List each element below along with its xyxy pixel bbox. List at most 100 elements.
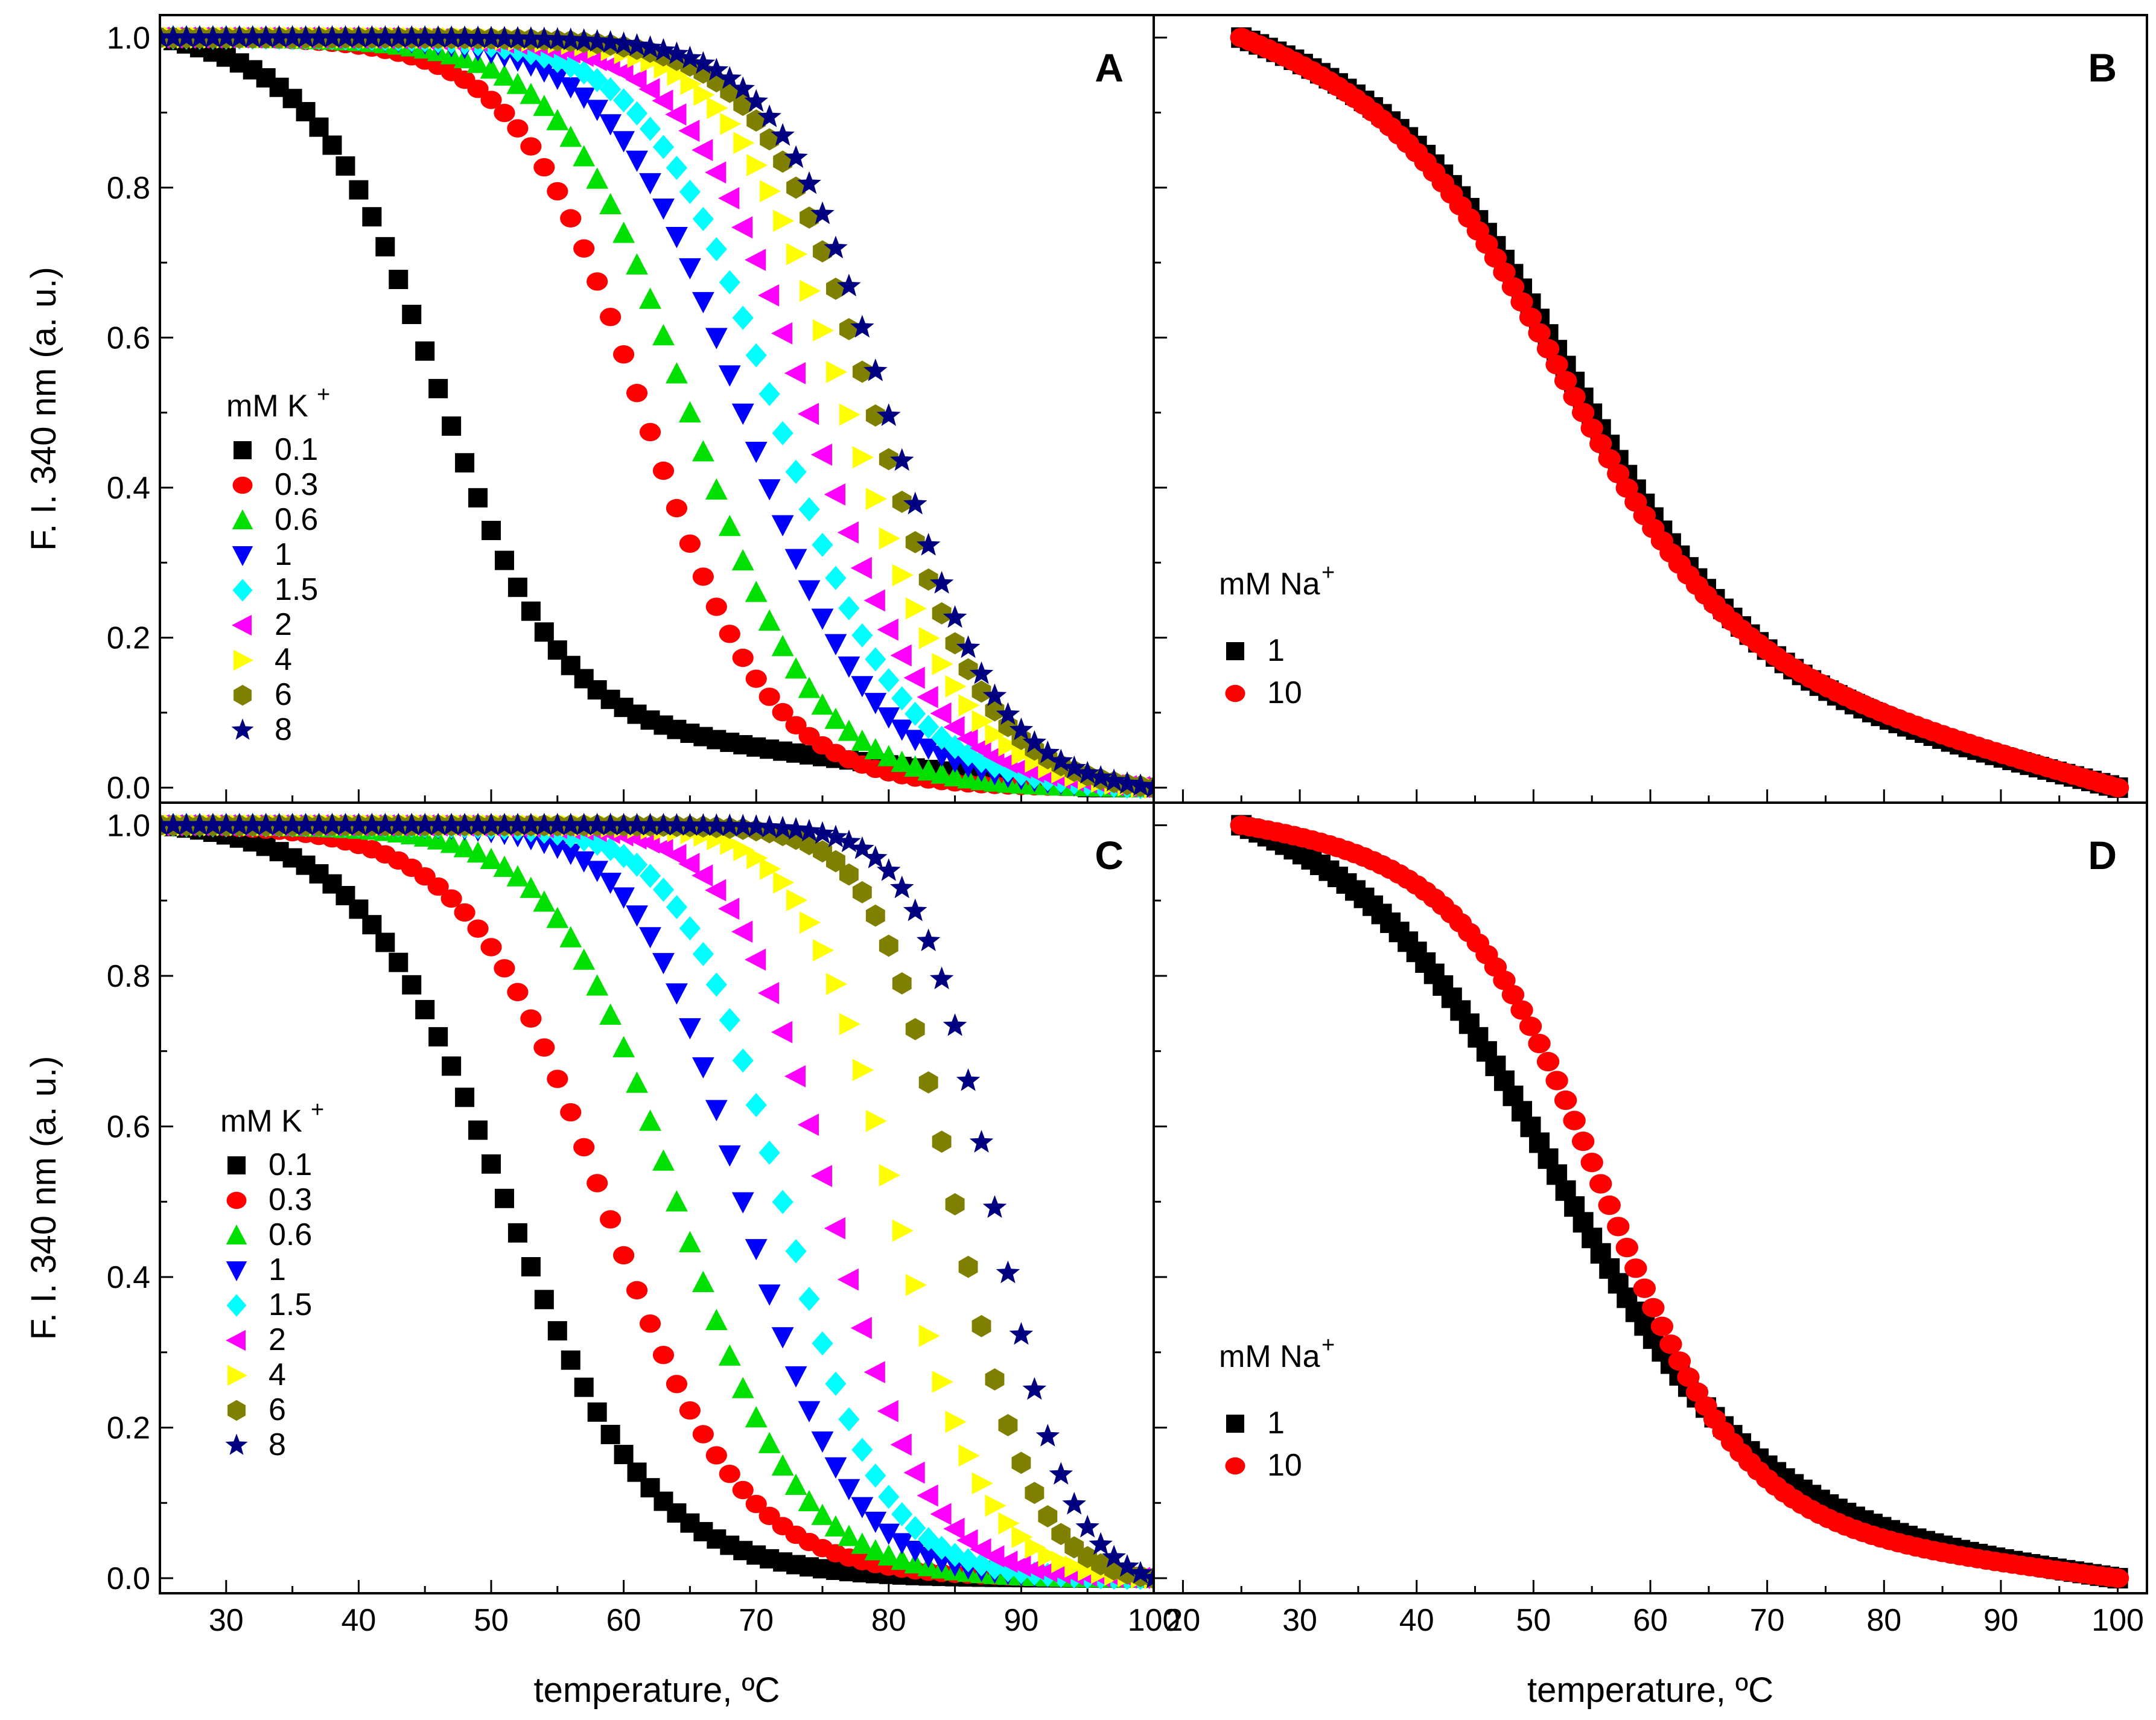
x-tick-label: 100: [1128, 1603, 1180, 1638]
data-point: [679, 1018, 701, 1040]
data-point: [705, 328, 728, 349]
data-point: [971, 1314, 991, 1337]
data-point: [506, 26, 530, 49]
data-point: [519, 812, 543, 836]
data-point: [480, 91, 502, 109]
data-point: [586, 974, 609, 996]
data-point: [651, 37, 676, 61]
data-point: [850, 314, 874, 338]
data-point: [599, 114, 622, 136]
data-point: [560, 1103, 582, 1122]
legend-label: 8: [269, 1427, 286, 1462]
data-point: [678, 853, 700, 875]
data-point: [852, 1059, 874, 1081]
data-point: [1571, 1131, 1595, 1151]
data-point: [877, 745, 900, 766]
data-point: [280, 25, 305, 48]
legend-label: 0.1: [269, 1147, 312, 1182]
data-point: [1128, 1561, 1153, 1584]
data-point: [507, 38, 529, 63]
data-point: [918, 626, 940, 649]
data-point: [746, 154, 768, 177]
data-point: [558, 27, 583, 51]
data-point: [718, 187, 740, 209]
data-point: [1049, 748, 1073, 772]
data-point: [639, 927, 661, 949]
data-point: [1563, 387, 1586, 407]
x-tick-label: 20: [1165, 1603, 1200, 1638]
y-tick-label: 1.0: [107, 808, 150, 843]
data-point: [852, 881, 872, 903]
data-point: [865, 904, 885, 927]
data-point: [945, 1193, 965, 1215]
data-point: [692, 139, 713, 162]
data-point: [666, 498, 688, 518]
data-point: [613, 1246, 635, 1265]
data-point: [772, 421, 793, 445]
data-point: [692, 864, 713, 887]
data-point: [625, 812, 649, 836]
data-point: [810, 821, 835, 844]
data-point: [415, 341, 435, 361]
data-point: [943, 1013, 967, 1036]
legend-marker: [232, 614, 252, 636]
data-point: [678, 119, 700, 142]
legend-marker: [232, 546, 253, 566]
data-point: [600, 1210, 622, 1229]
data-point: [1571, 403, 1595, 422]
data-point: [586, 167, 609, 189]
data-point: [731, 920, 753, 943]
data-point: [679, 1401, 701, 1420]
data-point: [771, 815, 795, 839]
data-point: [877, 403, 901, 426]
data-point: [267, 812, 291, 836]
data-point: [453, 812, 477, 836]
data-point: [797, 818, 821, 842]
data-point: [731, 549, 754, 571]
legend-label: 1.5: [269, 1287, 312, 1322]
data-point: [745, 249, 766, 272]
data-point: [188, 25, 212, 48]
data-point: [705, 1446, 727, 1465]
data-point: [864, 1511, 887, 1534]
data-point: [745, 343, 767, 368]
data-point: [692, 567, 714, 586]
data-point: [865, 488, 888, 511]
data-point: [573, 851, 596, 873]
data-point: [744, 89, 768, 112]
legend-title-superscript: +: [1321, 560, 1335, 585]
data-point: [614, 1445, 634, 1465]
data-point: [227, 25, 252, 48]
data-point: [692, 206, 714, 231]
data-point: [771, 1021, 793, 1043]
data-point: [732, 1048, 754, 1073]
data-point: [691, 813, 716, 836]
data-point: [494, 550, 514, 570]
data-point: [625, 33, 649, 56]
data-point: [825, 565, 847, 590]
data-point: [717, 66, 742, 89]
data-point: [877, 618, 898, 641]
data-point: [1142, 778, 1153, 798]
data-point: [453, 25, 477, 48]
legend-marker: [1226, 1415, 1244, 1433]
data-point: [560, 209, 582, 228]
x-tick-label: 50: [474, 1603, 509, 1638]
data-point: [679, 179, 701, 204]
x-tick-label: 30: [209, 1603, 244, 1638]
legend-marker: [1225, 1457, 1245, 1475]
data-point: [745, 1239, 768, 1261]
data-point: [985, 1368, 1005, 1391]
data-point: [533, 1038, 555, 1057]
panel-label: D: [2088, 833, 2117, 878]
data-point: [520, 137, 542, 156]
data-point: [426, 25, 450, 48]
legend-marker: [226, 1225, 247, 1244]
data-point: [440, 832, 463, 853]
data-point: [704, 57, 729, 81]
data-point: [705, 1100, 728, 1121]
data-layer: [1230, 27, 2129, 798]
data-point: [745, 1406, 768, 1428]
data-point: [467, 919, 489, 938]
data-point: [731, 76, 755, 100]
